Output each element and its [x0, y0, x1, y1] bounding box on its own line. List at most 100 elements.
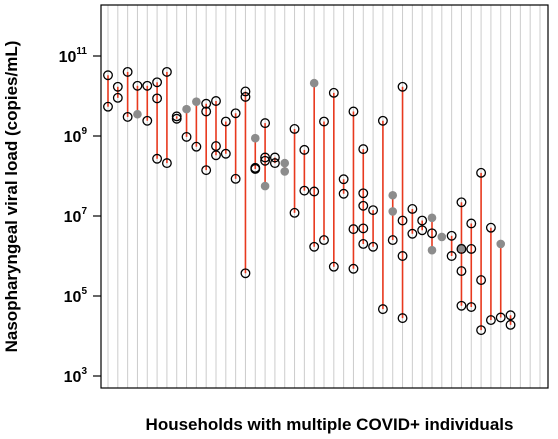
open-point [220, 116, 231, 127]
open-point [427, 228, 437, 239]
open-point [132, 80, 143, 91]
open-point [309, 241, 320, 252]
open-point [230, 108, 241, 119]
open-point [368, 205, 379, 216]
open-point [456, 266, 467, 277]
filled-point [388, 207, 398, 216]
y-tick-label: 103 [64, 366, 88, 386]
open-point [417, 225, 428, 236]
open-point [240, 268, 251, 279]
open-point [103, 101, 113, 112]
open-point [466, 244, 477, 254]
open-point [299, 144, 310, 155]
open-point [319, 116, 329, 127]
open-point [201, 106, 212, 117]
open-point [211, 150, 221, 161]
y-tick-label: 107 [64, 206, 88, 226]
open-point [446, 230, 457, 241]
open-point [260, 152, 271, 163]
open-point [456, 300, 467, 311]
filled-point [260, 181, 270, 191]
y-tick-label: 109 [64, 126, 88, 146]
open-point [446, 251, 457, 261]
open-point [152, 93, 163, 104]
x-axis-label: Households with multiple COVID+ individu… [146, 415, 514, 434]
open-point [142, 80, 153, 91]
y-tick-label: 1011 [59, 46, 88, 66]
open-point [299, 185, 310, 196]
open-point [269, 152, 280, 163]
open-point [122, 111, 133, 122]
open-point [505, 310, 516, 321]
y-axis: 1011 109 107 105 103 [59, 46, 101, 386]
open-point [201, 165, 212, 176]
open-point [397, 251, 408, 261]
open-point [485, 222, 496, 233]
open-point [476, 325, 487, 336]
open-point [171, 113, 182, 124]
filled-point [437, 232, 447, 242]
open-point [230, 173, 241, 184]
open-point [269, 158, 280, 169]
open-point [250, 164, 261, 174]
open-point [456, 197, 467, 208]
open-point [112, 92, 123, 103]
open-point [211, 96, 221, 106]
open-point [289, 207, 300, 218]
y-axis-label: Nasopharyngeal viral load (copies/mL) [2, 41, 21, 353]
connector-lines [107, 71, 512, 331]
open-point [161, 66, 172, 77]
open-point [368, 241, 379, 252]
filled-point [427, 245, 437, 255]
open-point [466, 302, 477, 312]
open-point [191, 141, 202, 152]
open-point [328, 87, 339, 98]
open-point [103, 70, 113, 81]
open-point [397, 215, 408, 226]
open-point [240, 91, 251, 102]
open-point [358, 144, 369, 155]
open-point [348, 106, 359, 117]
open-point [358, 223, 369, 234]
open-point [152, 77, 163, 88]
open-point [358, 200, 369, 211]
open-point [377, 304, 388, 315]
open-point [122, 66, 133, 77]
open-point [485, 315, 496, 326]
open-point [407, 204, 418, 214]
open-point [142, 115, 153, 126]
data-points [103, 66, 516, 336]
filled-point [388, 190, 398, 200]
plot-frame [100, 4, 549, 389]
filled-point [133, 109, 142, 119]
open-point [240, 86, 251, 97]
open-point [387, 235, 398, 246]
open-point [319, 235, 329, 246]
open-point [348, 224, 359, 235]
open-point [407, 228, 418, 239]
open-point [358, 188, 369, 199]
filled-point [309, 78, 319, 88]
open-point [358, 239, 369, 249]
open-point [466, 218, 477, 229]
y-tick-label: 105 [64, 286, 88, 306]
open-point [397, 81, 408, 92]
open-point [377, 115, 388, 126]
open-point [456, 244, 467, 254]
open-point [152, 153, 163, 164]
open-point [476, 167, 487, 178]
open-point [476, 275, 487, 286]
open-point [309, 186, 320, 197]
open-point [112, 81, 123, 92]
open-point [338, 188, 349, 199]
filled-point [427, 213, 437, 223]
open-point [328, 261, 339, 272]
open-point [181, 131, 192, 142]
open-point [397, 313, 408, 324]
open-point [338, 174, 349, 185]
filled-point [280, 158, 290, 168]
filled-point [182, 104, 191, 114]
filled-point [496, 239, 506, 249]
filled-point [250, 133, 260, 143]
